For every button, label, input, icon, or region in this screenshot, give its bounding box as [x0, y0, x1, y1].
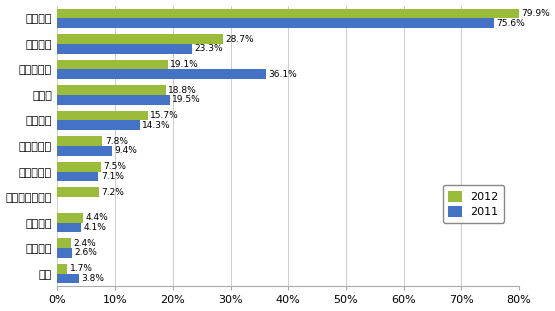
Text: 36.1%: 36.1% [268, 70, 297, 79]
Bar [58, 44, 192, 53]
Bar [58, 85, 166, 95]
Text: 3.8%: 3.8% [82, 274, 105, 283]
Bar [58, 9, 518, 18]
Text: 2.4%: 2.4% [74, 239, 97, 248]
Bar [58, 172, 98, 181]
Text: 9.4%: 9.4% [114, 146, 137, 155]
Bar [58, 111, 148, 120]
Legend: 2012, 2011: 2012, 2011 [443, 185, 504, 223]
Bar [58, 95, 170, 104]
Text: 7.8%: 7.8% [105, 137, 128, 146]
Bar [58, 162, 101, 172]
Text: 14.3%: 14.3% [142, 121, 171, 130]
Text: 19.5%: 19.5% [172, 95, 201, 104]
Text: 15.7%: 15.7% [150, 111, 179, 120]
Bar [58, 187, 99, 197]
Text: 1.7%: 1.7% [69, 264, 93, 273]
Bar [58, 264, 67, 274]
Text: 4.1%: 4.1% [83, 223, 107, 232]
Text: 23.3%: 23.3% [194, 44, 223, 53]
Bar [58, 213, 83, 223]
Bar [58, 69, 266, 79]
Text: 18.8%: 18.8% [168, 86, 197, 95]
Bar [58, 60, 168, 69]
Text: 2.6%: 2.6% [75, 248, 98, 258]
Text: 28.7%: 28.7% [225, 35, 254, 44]
Bar [58, 146, 112, 156]
Bar [58, 34, 223, 44]
Text: 7.5%: 7.5% [103, 162, 126, 171]
Bar [58, 120, 140, 130]
Text: 4.4%: 4.4% [85, 213, 108, 222]
Bar [58, 223, 81, 232]
Bar [58, 136, 103, 146]
Text: 75.6%: 75.6% [496, 19, 524, 28]
Bar [58, 248, 73, 258]
Text: 79.9%: 79.9% [521, 9, 549, 18]
Text: 7.2%: 7.2% [102, 188, 124, 197]
Text: 19.1%: 19.1% [170, 60, 199, 69]
Bar [58, 18, 494, 28]
Bar [58, 274, 79, 283]
Text: 7.1%: 7.1% [101, 172, 124, 181]
Bar [58, 239, 72, 248]
